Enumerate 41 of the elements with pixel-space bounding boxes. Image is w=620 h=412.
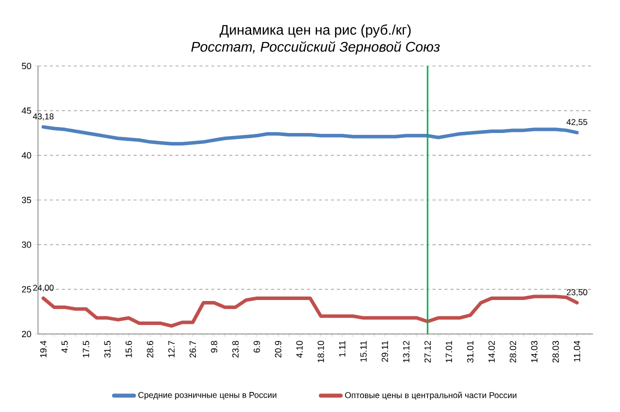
x-tick-label: 6.9 [254, 340, 260, 353]
y-tick-label: 35 [22, 196, 32, 204]
x-tick-label: 28.03 [552, 340, 559, 363]
x-tick-label: 1.11 [339, 340, 346, 357]
x-tick-label: 11.04 [574, 340, 580, 362]
y-tick-label: 40 [22, 152, 32, 159]
data-label: 23,50 [566, 289, 588, 296]
x-tick-label: 18.10 [318, 340, 324, 362]
x-tick-label: 23.8 [232, 340, 239, 358]
chart-subtitle: Росстат, Российский Зерновой Союз [191, 41, 440, 54]
x-tick-label: 4.5 [62, 340, 68, 353]
data-label: 43,18 [32, 113, 54, 120]
x-tick-label: 20.9 [274, 340, 282, 358]
y-tick-label: 45 [22, 108, 32, 114]
legend-label: Оптовые цены в центральной части России [345, 392, 516, 400]
y-tick-label: 50 [22, 62, 32, 70]
x-tick-label: 14.02 [488, 340, 495, 362]
x-tick-label: 9.8 [210, 340, 218, 353]
x-tick-label: 31.01 [467, 340, 474, 363]
data-label: 42,55 [566, 119, 588, 126]
y-tick-label: 30 [22, 241, 32, 248]
legend-label: Средние розничные цены в России [138, 392, 276, 400]
x-tick-label: 17.01 [446, 340, 452, 362]
x-tick-label: 15.11 [360, 340, 367, 362]
x-tick-label: 14.03 [531, 340, 538, 362]
y-tick-label: 20 [22, 330, 32, 338]
x-tick-label: 12.7 [168, 340, 175, 358]
x-tick-label: 15.6 [126, 340, 132, 358]
data-label: 24,00 [33, 284, 54, 292]
chart-title: Динамика цен на рис (руб./кг) [220, 24, 411, 38]
x-tick-label: 28.6 [146, 340, 154, 358]
x-tick-label: 17.5 [82, 340, 90, 358]
x-tick-label: 19.4 [40, 340, 47, 358]
x-tick-label: 26.7 [190, 340, 196, 358]
x-tick-label: 31.5 [104, 340, 111, 358]
x-tick-label: 4.10 [296, 340, 303, 358]
y-tick-label: 25 [22, 286, 32, 293]
x-tick-label: 28.02 [510, 340, 516, 363]
x-tick-label: 27.12 [424, 340, 431, 363]
x-tick-label: 29.11 [382, 340, 388, 362]
x-tick-label: 13.12 [403, 340, 410, 362]
